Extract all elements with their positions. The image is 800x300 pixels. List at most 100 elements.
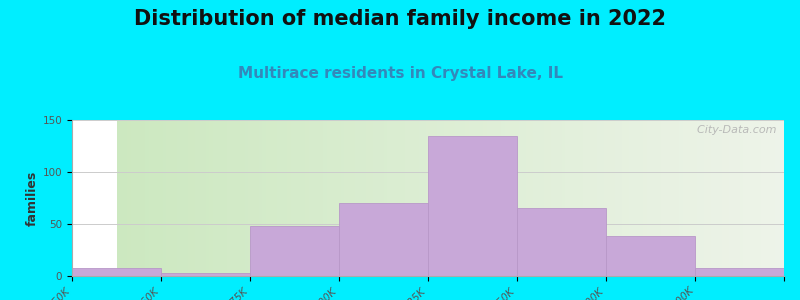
Bar (586, 120, 590, 276)
Bar (326, 120, 330, 276)
Bar (498, 120, 501, 276)
Bar (778, 120, 782, 276)
Bar (505, 120, 508, 276)
Bar (754, 120, 758, 276)
Bar (743, 120, 746, 276)
Bar (341, 120, 344, 276)
Bar (739, 120, 743, 276)
Bar (483, 120, 486, 276)
Bar (454, 120, 458, 276)
Bar (732, 120, 736, 276)
Bar (302, 120, 305, 276)
Bar (765, 120, 768, 276)
Bar (305, 120, 309, 276)
Bar (426, 120, 430, 276)
Bar (216, 120, 220, 276)
Bar (458, 120, 462, 276)
Bar (629, 120, 633, 276)
Bar (245, 120, 248, 276)
Bar (462, 120, 466, 276)
Bar (451, 120, 454, 276)
Bar (209, 120, 213, 276)
Bar (383, 120, 387, 276)
Bar (170, 120, 174, 276)
Bar (512, 120, 515, 276)
Bar (355, 120, 358, 276)
Bar (145, 120, 149, 276)
Bar (117, 120, 120, 276)
Bar (366, 120, 370, 276)
Bar (255, 120, 259, 276)
Bar (797, 120, 800, 276)
Bar (162, 120, 166, 276)
Bar (309, 120, 312, 276)
Bar (138, 120, 142, 276)
Bar (704, 120, 707, 276)
Bar (633, 120, 636, 276)
Bar (441, 120, 444, 276)
Bar (127, 120, 130, 276)
Bar (238, 120, 241, 276)
Bar (291, 120, 294, 276)
Bar (198, 120, 202, 276)
Bar (486, 120, 490, 276)
Bar (775, 120, 778, 276)
Bar (149, 120, 152, 276)
Bar (230, 120, 234, 276)
Bar (661, 120, 665, 276)
Bar (312, 120, 316, 276)
Bar (601, 120, 604, 276)
Bar (736, 120, 739, 276)
Bar (597, 120, 601, 276)
Bar (248, 120, 252, 276)
Bar (746, 120, 750, 276)
Bar (466, 120, 469, 276)
Bar (697, 120, 700, 276)
Bar (259, 120, 262, 276)
Y-axis label: families: families (26, 170, 38, 226)
Bar (711, 120, 714, 276)
Bar (618, 120, 622, 276)
Bar (695, 268, 784, 276)
Bar (159, 120, 162, 276)
Bar (518, 120, 522, 276)
Bar (334, 120, 338, 276)
Bar (444, 120, 447, 276)
Bar (718, 120, 722, 276)
Bar (344, 120, 348, 276)
Bar (565, 120, 569, 276)
Bar (405, 120, 409, 276)
Bar (714, 120, 718, 276)
Bar (768, 120, 771, 276)
Bar (362, 120, 366, 276)
Bar (338, 120, 341, 276)
Bar (707, 120, 711, 276)
Bar (177, 120, 181, 276)
Bar (266, 120, 270, 276)
Bar (494, 120, 498, 276)
Bar (726, 120, 729, 276)
Bar (152, 120, 156, 276)
Text: City-Data.com: City-Data.com (690, 125, 777, 135)
Bar (522, 120, 526, 276)
Bar (729, 120, 732, 276)
Bar (473, 120, 476, 276)
Bar (270, 120, 273, 276)
Bar (700, 120, 704, 276)
Bar (287, 120, 291, 276)
Bar (220, 120, 223, 276)
Bar (298, 120, 302, 276)
Bar (576, 120, 579, 276)
Bar (156, 120, 159, 276)
Bar (782, 120, 786, 276)
Bar (430, 120, 434, 276)
Bar (694, 120, 697, 276)
Bar (277, 120, 280, 276)
Bar (771, 120, 775, 276)
Bar (562, 120, 565, 276)
Bar (262, 120, 266, 276)
Bar (668, 120, 672, 276)
Bar (583, 120, 586, 276)
Bar (387, 120, 390, 276)
Bar (447, 120, 451, 276)
